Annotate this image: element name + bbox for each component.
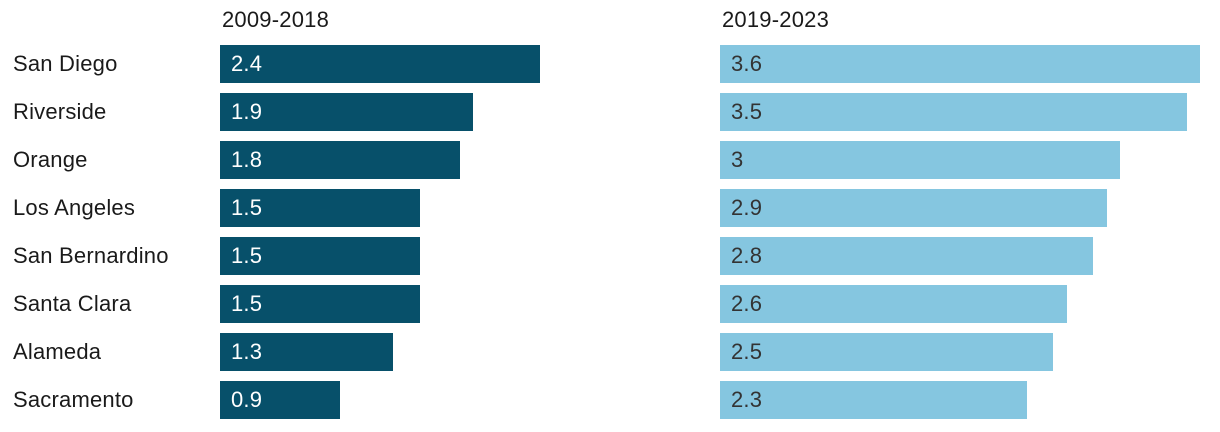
bar-2019-2023: 2.8 xyxy=(720,237,1093,275)
bar-2019-2023: 2.9 xyxy=(720,189,1107,227)
bar-cell-2009-2018: 1.5 xyxy=(220,237,720,275)
bar-cell-2009-2018: 1.5 xyxy=(220,189,720,227)
bar-value-label: 2.9 xyxy=(731,195,763,220)
table-row: San Diego 2.4 3.6 xyxy=(0,40,1220,88)
bar-cell-2019-2023: 2.9 xyxy=(720,189,1220,227)
bar-value-label: 1.5 xyxy=(231,243,263,268)
bar-cell-2019-2023: 3.6 xyxy=(720,45,1220,83)
column-headers: 2009-2018 2019-2023 xyxy=(0,0,1220,40)
bar-value-label: 1.3 xyxy=(231,339,263,364)
bar-2019-2023: 2.6 xyxy=(720,285,1067,323)
bar-value-label: 2.8 xyxy=(731,243,763,268)
bar-cell-2019-2023: 2.6 xyxy=(720,285,1220,323)
bar-cell-2009-2018: 1.9 xyxy=(220,93,720,131)
bar-cell-2019-2023: 3 xyxy=(720,141,1220,179)
bar-2009-2018: 0.9 xyxy=(220,381,340,419)
row-label: Orange xyxy=(13,147,88,172)
bar-2019-2023: 3.6 xyxy=(720,45,1200,83)
table-row: Sacramento 0.9 2.3 xyxy=(0,376,1220,424)
bar-value-label: 1.5 xyxy=(231,195,263,220)
bar-cell-2009-2018: 0.9 xyxy=(220,381,720,419)
bar-2009-2018: 1.8 xyxy=(220,141,460,179)
row-label: Riverside xyxy=(13,99,107,124)
chart-rows: San Diego 2.4 3.6 Riverside 1.9 3.5 Oran… xyxy=(0,40,1220,424)
bar-2019-2023: 3 xyxy=(720,141,1120,179)
table-row: Santa Clara 1.5 2.6 xyxy=(0,280,1220,328)
bar-2019-2023: 3.5 xyxy=(720,93,1187,131)
bar-value-label: 1.5 xyxy=(231,291,263,316)
bar-cell-2019-2023: 3.5 xyxy=(720,93,1220,131)
bar-value-label: 1.8 xyxy=(231,147,263,172)
bar-cell-2019-2023: 2.8 xyxy=(720,237,1220,275)
bar-cell-2019-2023: 2.5 xyxy=(720,333,1220,371)
row-label: Los Angeles xyxy=(13,195,136,220)
bar-2009-2018: 1.5 xyxy=(220,237,420,275)
bar-2009-2018: 1.9 xyxy=(220,93,473,131)
row-label: San Bernardino xyxy=(13,243,169,268)
bar-value-label: 0.9 xyxy=(231,387,263,412)
bar-2009-2018: 1.5 xyxy=(220,285,420,323)
bar-cell-2009-2018: 1.5 xyxy=(220,285,720,323)
row-label: Santa Clara xyxy=(13,291,132,316)
bar-value-label: 3 xyxy=(731,147,744,172)
bar-2009-2018: 1.3 xyxy=(220,333,393,371)
table-row: Orange 1.8 3 xyxy=(0,136,1220,184)
bar-cell-2019-2023: 2.3 xyxy=(720,381,1220,419)
row-label: Alameda xyxy=(13,339,102,364)
table-row: Riverside 1.9 3.5 xyxy=(0,88,1220,136)
bar-cell-2009-2018: 2.4 xyxy=(220,45,720,83)
bar-cell-2009-2018: 1.8 xyxy=(220,141,720,179)
table-row: Los Angeles 1.5 2.9 xyxy=(0,184,1220,232)
bar-2009-2018: 2.4 xyxy=(220,45,540,83)
column-header-2009-2018: 2009-2018 xyxy=(222,7,330,32)
bar-2019-2023: 2.5 xyxy=(720,333,1053,371)
row-label: San Diego xyxy=(13,51,118,76)
bar-value-label: 1.9 xyxy=(231,99,263,124)
bar-value-label: 2.5 xyxy=(731,339,763,364)
bar-value-label: 3.6 xyxy=(731,51,763,76)
table-row: Alameda 1.3 2.5 xyxy=(0,328,1220,376)
bar-value-label: 3.5 xyxy=(731,99,763,124)
bar-value-label: 2.3 xyxy=(731,387,763,412)
column-header-2019-2023: 2019-2023 xyxy=(722,7,830,32)
bar-2009-2018: 1.5 xyxy=(220,189,420,227)
bar-value-label: 2.4 xyxy=(231,51,263,76)
bar-2019-2023: 2.3 xyxy=(720,381,1027,419)
table-row: San Bernardino 1.5 2.8 xyxy=(0,232,1220,280)
bar-value-label: 2.6 xyxy=(731,291,763,316)
bar-cell-2009-2018: 1.3 xyxy=(220,333,720,371)
row-label: Sacramento xyxy=(13,387,134,412)
